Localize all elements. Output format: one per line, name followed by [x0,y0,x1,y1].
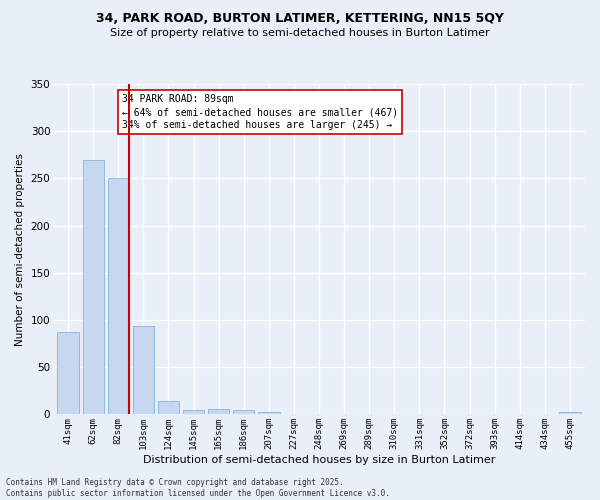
Bar [133,326,154,414]
Bar [58,332,79,414]
Text: Size of property relative to semi-detached houses in Burton Latimer: Size of property relative to semi-detach… [110,28,490,38]
Bar [158,401,179,414]
Text: 34 PARK ROAD: 89sqm
← 64% of semi-detached houses are smaller (467)
34% of semi-: 34 PARK ROAD: 89sqm ← 64% of semi-detach… [122,94,398,130]
Bar [258,412,280,414]
Bar [107,178,129,414]
Bar [208,409,229,414]
X-axis label: Distribution of semi-detached houses by size in Burton Latimer: Distribution of semi-detached houses by … [143,455,495,465]
Bar [183,410,204,414]
Text: 34, PARK ROAD, BURTON LATIMER, KETTERING, NN15 5QY: 34, PARK ROAD, BURTON LATIMER, KETTERING… [96,12,504,26]
Text: Contains HM Land Registry data © Crown copyright and database right 2025.
Contai: Contains HM Land Registry data © Crown c… [6,478,390,498]
Bar [559,412,581,414]
Y-axis label: Number of semi-detached properties: Number of semi-detached properties [15,153,25,346]
Bar [83,160,104,414]
Bar [233,410,254,414]
